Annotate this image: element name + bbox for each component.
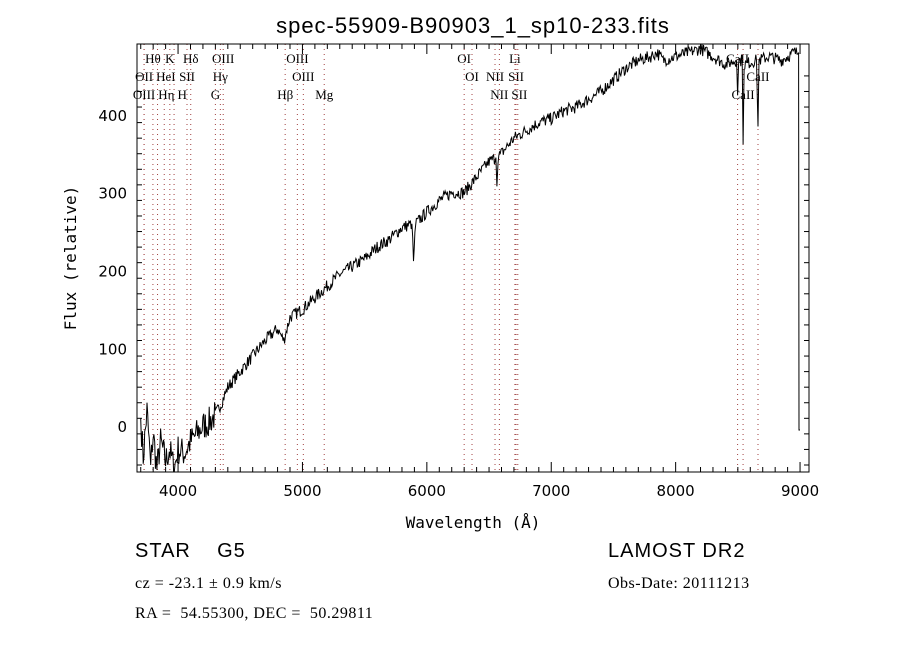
spectral-line-label: Li <box>509 51 521 66</box>
spectral-line-label: SII <box>511 87 527 102</box>
spectral-line-label: OIII <box>133 87 155 102</box>
spectral-line-label: K <box>165 51 175 66</box>
spectral-line-label: HeI <box>156 69 176 84</box>
redshift-cz: cz = -23.1 ± 0.9 km/s <box>135 575 282 592</box>
spectral-line-label: Hδ <box>183 51 199 66</box>
obs-date: Obs-Date: 20111213 <box>608 575 750 592</box>
x-tick-label: 4000 <box>159 482 197 500</box>
spectrum-line <box>140 44 800 473</box>
spectral-line-label: Mg <box>315 87 334 102</box>
spectral-line-label: CaII <box>746 69 769 84</box>
spectral-line-label: NII <box>486 69 504 84</box>
object-class: STAR G5 <box>135 540 246 562</box>
spectral-line-label: SII <box>508 69 524 84</box>
x-tick-label: 6000 <box>408 482 446 500</box>
spectral-line-label: NII <box>490 87 508 102</box>
y-tick-label: 100 <box>98 340 127 358</box>
survey-name: LAMOST DR2 <box>608 540 746 562</box>
spectral-line-label: OIII <box>212 51 234 66</box>
spectral-line-label: OIII <box>292 69 314 84</box>
spectral-line-label: G <box>211 87 220 102</box>
spectral-line-label: Hθ <box>145 51 161 66</box>
y-tick-label: 400 <box>98 107 127 125</box>
y-axis-label: Flux (relative) <box>61 186 80 331</box>
spectral-line-label: Hγ <box>213 69 228 84</box>
y-tick-label: 300 <box>98 185 127 203</box>
x-axis-label: Wavelength (Å) <box>406 513 541 532</box>
spectral-line-label: Hη <box>158 87 174 102</box>
spectral-line-label: OII <box>135 69 153 84</box>
spectral-line-label: OI <box>457 51 471 66</box>
y-tick-label: 200 <box>98 262 127 280</box>
spectral-line-label: Hβ <box>277 87 293 102</box>
spectral-line-label: H <box>178 87 187 102</box>
coordinates: RA = 54.55300, DEC = 50.29811 <box>135 605 374 622</box>
x-tick-label: 5000 <box>283 482 321 500</box>
x-tick-label: 8000 <box>657 482 695 500</box>
y-tick-label: 0 <box>117 418 127 436</box>
spectral-line-label: SII <box>179 69 195 84</box>
axis-ticks: 4000 5000 6000 7000 8000 9000 0 100 200 300 400 <box>98 44 819 500</box>
plot-frame <box>136 43 810 473</box>
x-tick-label: 9000 <box>781 482 819 500</box>
x-tick-label: 7000 <box>532 482 570 500</box>
spectral-line-label: OI <box>465 69 479 84</box>
chart-title: spec-55909-B90903_1_sp10-233.fits <box>276 13 670 38</box>
spectral-line-label: OIII <box>286 51 308 66</box>
